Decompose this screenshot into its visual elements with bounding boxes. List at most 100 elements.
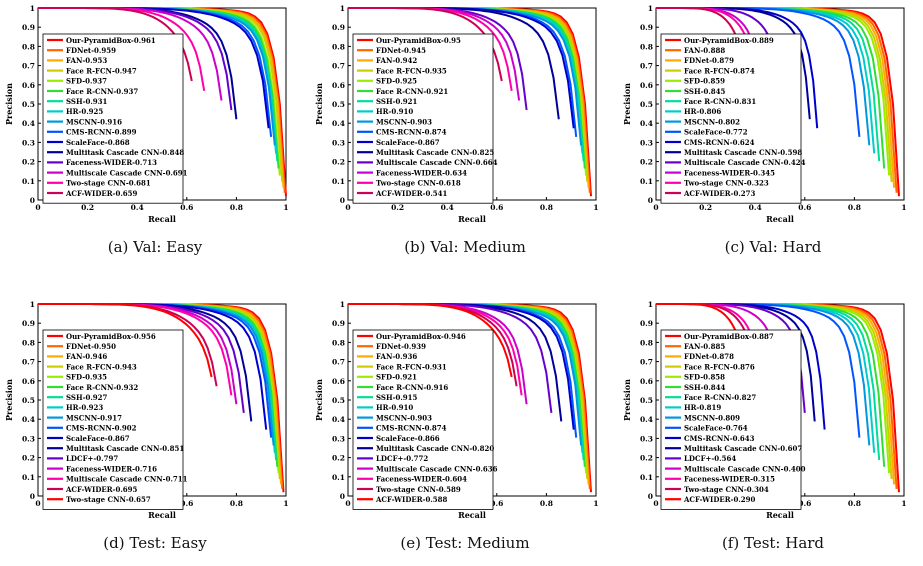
legend-label: MSCNN-0.809 (684, 413, 740, 422)
y-tick-label: 0.3 (332, 434, 345, 443)
y-tick-label: 0.8 (332, 42, 345, 51)
legend-label: HR-0.806 (684, 107, 721, 116)
y-tick-label: 0 (648, 492, 653, 501)
legend-label: Faceness-WIDER-0.634 (376, 168, 467, 177)
legend-label: Our-PyramidBox-0.95 (376, 36, 461, 45)
x-tick-label: 1 (593, 203, 598, 212)
x-tick-label: 0.6 (490, 499, 503, 508)
y-tick-label: 0.5 (332, 396, 345, 405)
x-tick-label: 0.6 (798, 499, 811, 508)
pr-curve (656, 7, 747, 82)
legend-label: HR-0.923 (66, 403, 103, 412)
x-tick-label: 0 (35, 203, 40, 212)
legend-label: ACF-WIDER-0.659 (65, 189, 137, 198)
y-tick-label: 0.4 (640, 415, 653, 424)
y-tick-label: 0.2 (22, 158, 35, 167)
x-axis-label: Recall (458, 510, 486, 520)
legend-label: ACF-WIDER-0.290 (683, 495, 755, 504)
legend-label: FAN-0.936 (376, 352, 417, 361)
x-tick-label: 0.6 (490, 203, 503, 212)
x-tick-label: 0.8 (848, 499, 861, 508)
legend-label: Multitask Cascade CNN-0.825 (376, 148, 494, 157)
legend-label: Multiscale Cascade CNN-0.711 (66, 475, 188, 484)
legend-label: ACF-WIDER-0.588 (375, 495, 447, 504)
y-tick-label: 0.6 (22, 377, 35, 386)
legend-label: FDNet-0.945 (376, 46, 426, 55)
y-tick-label: 0 (340, 196, 345, 205)
y-tick-label: 0.6 (640, 377, 653, 386)
legend-label: SFD-0.937 (66, 77, 107, 86)
y-tick-label: 0.5 (22, 396, 35, 405)
x-tick-label: 1 (901, 499, 906, 508)
pr-curve (348, 7, 503, 82)
y-tick-label: 0.5 (332, 100, 345, 109)
y-tick-label: 0.7 (22, 358, 35, 367)
y-tick-label: 0.1 (332, 177, 345, 186)
y-tick-label: 0.3 (22, 434, 35, 443)
y-tick-label: 0.6 (22, 81, 35, 90)
y-tick-label: 0.9 (22, 23, 35, 32)
y-tick-label: 0.4 (332, 415, 345, 424)
legend-label: Face R-CNN-0.932 (66, 383, 138, 392)
legend-box (42, 33, 184, 204)
legend-label: Face R-CNN-0.916 (376, 383, 448, 392)
legend-label: HR-0.910 (376, 107, 413, 116)
legend-label: Face R-FCN-0.943 (66, 362, 137, 371)
chart-svg: 0 0.1 0.2 0.3 0.4 0.5 0.6 0.7 0.8 0.9 1 0 0.2 0.4 0.6 0… (314, 4, 599, 224)
y-tick-label: 0.3 (332, 138, 345, 147)
y-tick-label: 0.8 (332, 338, 345, 347)
legend-label: FAN-0.885 (684, 342, 725, 351)
legend-label: LDCF+-0.564 (684, 454, 736, 463)
legend-label: Face R-CNN-0.921 (376, 87, 448, 96)
legend-label: ACF-WIDER-0.541 (375, 189, 447, 198)
legend-label: MSCNN-0.916 (66, 117, 122, 126)
pr-curve (38, 303, 213, 378)
y-tick-label: 0.2 (640, 158, 653, 167)
legend-label: HR-0.819 (684, 403, 721, 412)
legend-label: Face R-CNN-0.937 (66, 87, 138, 96)
legend-label: LDCF+-0.797 (66, 454, 118, 463)
x-tick-label: 0.2 (81, 203, 94, 212)
y-tick-label: 1 (30, 300, 35, 309)
legend-label: FAN-0.953 (66, 56, 107, 65)
x-axis-label: Recall (458, 214, 486, 224)
chart-panel-1: 0 0.1 0.2 0.3 0.4 0.5 0.6 0.7 0.8 0.9 1 0 0.2 0.4 0.6 0… (310, 0, 615, 270)
legend-label: ScaleFace-0.868 (66, 138, 130, 147)
y-tick-label: 0.4 (332, 119, 345, 128)
legend-label: Two-stage CNN-0.304 (684, 485, 769, 494)
legend-label: Our-PyramidBox-0.887 (684, 332, 774, 341)
y-tick-label: 0.2 (640, 454, 653, 463)
y-axis-label: Precision (622, 83, 632, 125)
y-tick-label: 0.9 (332, 23, 345, 32)
y-tick-label: 0.5 (640, 396, 653, 405)
legend-label: FAN-0.946 (66, 352, 107, 361)
x-axis-label: Recall (148, 214, 176, 224)
legend-box (660, 33, 802, 204)
y-tick-label: 0.4 (22, 415, 35, 424)
legend-label: Face R-CNN-0.827 (684, 393, 756, 402)
legend-label: Multitask Cascade CNN-0.851 (66, 444, 184, 453)
y-tick-label: 0.7 (640, 358, 653, 367)
y-tick-label: 1 (30, 4, 35, 13)
legend-label: Our-PyramidBox-0.956 (66, 332, 156, 341)
x-tick-label: 0.6 (798, 203, 811, 212)
legend-label: Faceness-WIDER-0.604 (376, 475, 467, 484)
panel-caption: (b) Val: Medium (404, 238, 526, 256)
y-tick-label: 0.8 (22, 42, 35, 51)
x-axis-label: Recall (766, 214, 794, 224)
legend-label: Faceness-WIDER-0.345 (684, 168, 775, 177)
legend-label: FAN-0.888 (684, 46, 725, 55)
legend-label: LDCF+-0.772 (376, 454, 428, 463)
y-tick-label: 0 (30, 196, 35, 205)
legend-label: ScaleFace-0.764 (684, 424, 748, 433)
x-tick-label: 1 (283, 203, 288, 212)
legend-label: Two-stage CNN-0.657 (66, 495, 151, 504)
legend-label: Multiscale Cascade CNN-0.636 (376, 464, 498, 473)
x-tick-label: 0.4 (749, 203, 762, 212)
y-tick-label: 1 (648, 4, 653, 13)
legend-label: Multitask Cascade CNN-0.848 (66, 148, 184, 157)
legend-label: Our-PyramidBox-0.961 (66, 36, 156, 45)
legend-label: HR-0.910 (376, 403, 413, 412)
chart-panel-0: 0 0.1 0.2 0.3 0.4 0.5 0.6 0.7 0.8 0.9 1 0 0.2 0.4 0.6 0… (0, 0, 305, 270)
legend-box (42, 329, 184, 510)
